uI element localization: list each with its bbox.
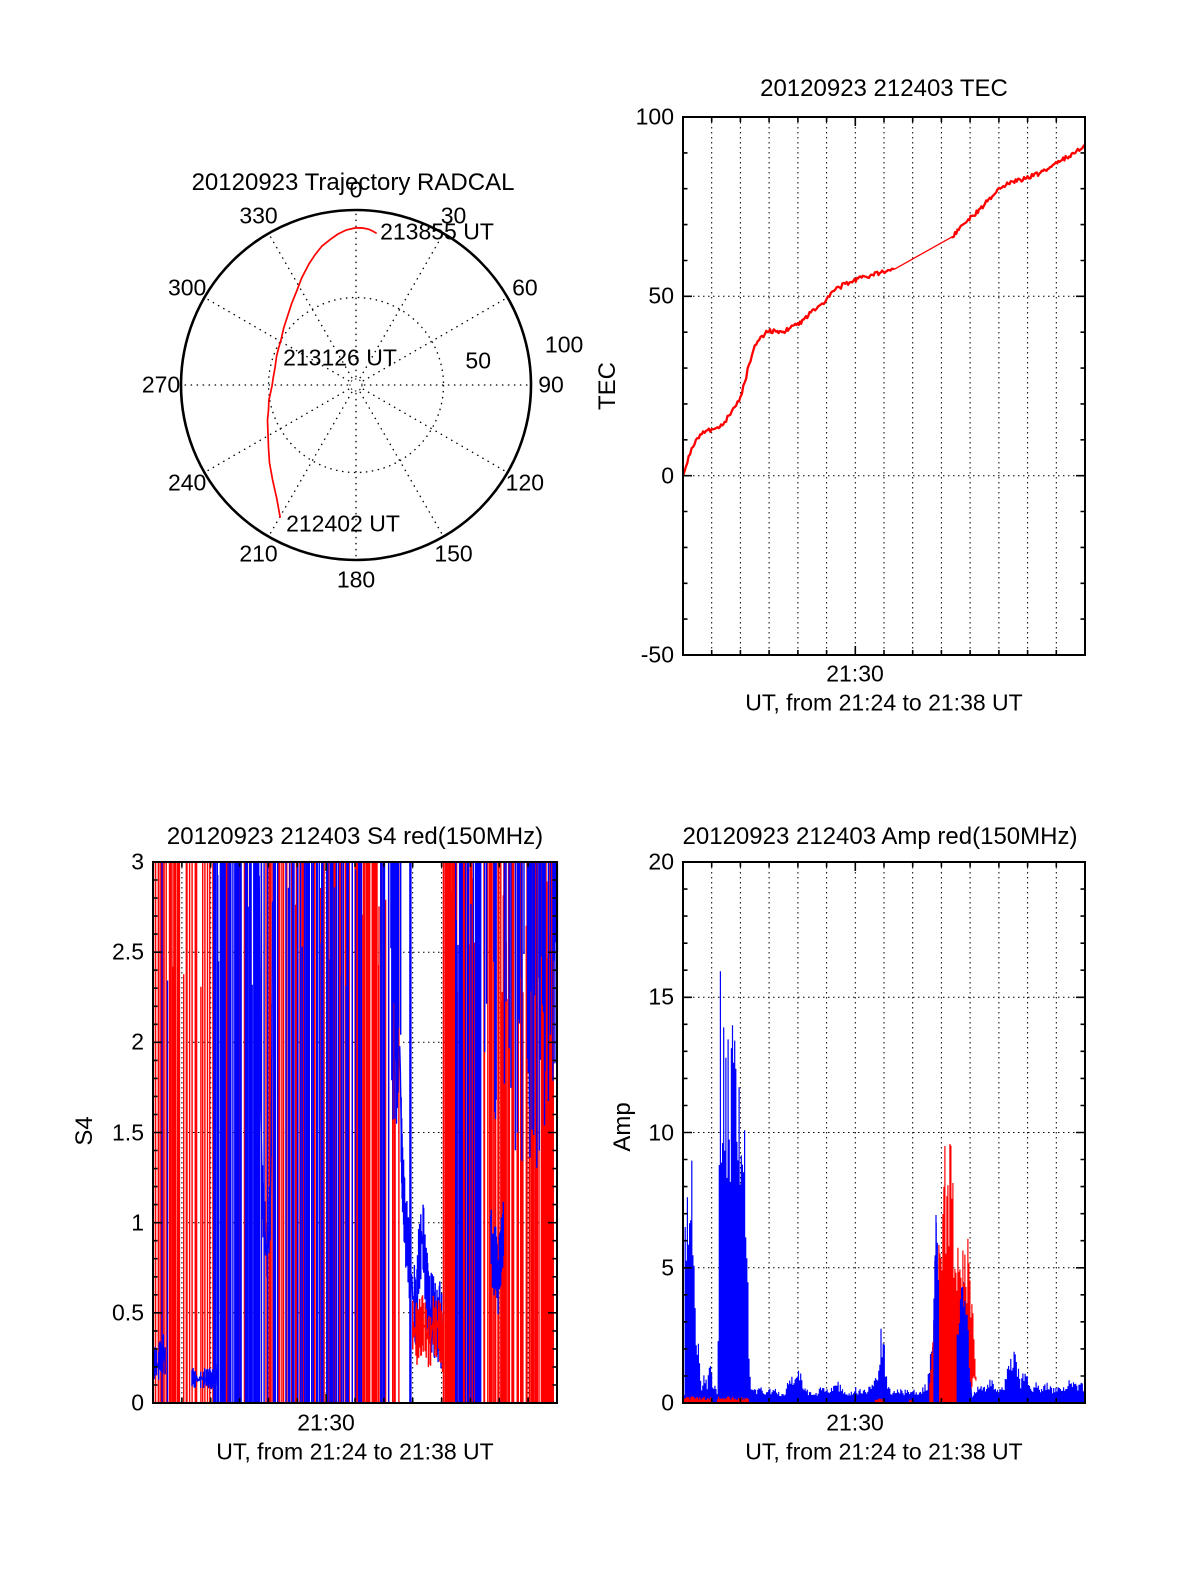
amp-xtick-label: 21:30 [826,1409,884,1436]
s4-ytick-label-3: 3 [131,848,144,875]
azimuth-label-300: 300 [167,274,207,300]
tec-ytick-label-100: 100 [635,103,674,130]
amp-ylabel: Amp [609,1102,636,1152]
s4-ytick-label-2p5: 2.5 [112,938,144,965]
amp-ytick-label-20: 20 [648,848,674,875]
azimuth-label-240: 240 [167,469,207,495]
azimuth-label-90: 90 [538,371,564,398]
azimuth-label-330: 330 [239,202,278,229]
amp-ytick-label-5: 5 [661,1254,674,1281]
trajectory-annotation-end: 213855 UT [380,218,494,245]
s4-xtick-label: 21:30 [297,1409,355,1436]
s4-ylabel: S4 [71,1116,98,1146]
s4-ytick-label-1: 1 [131,1209,144,1236]
azimuth-label-180: 180 [336,566,376,593]
tec-ytick-label-0: 0 [661,462,674,489]
tec-xlabel: UT, from 21:24 to 21:38 UT [745,689,1023,716]
azimuth-label-0: 0 [349,176,363,203]
tec-title: 20120923 212403 TEC [760,75,1008,102]
ring-label-50: 50 [465,347,491,374]
trajectory-title: 20120923 Trajectory RADCAL [191,169,515,196]
azimuth-label-30: 30 [440,202,467,229]
trajectory-annotation-start: 212402 UT [286,510,400,537]
tec-ylabel: TEC [594,362,621,410]
s4-ytick-label-2: 2 [131,1028,144,1055]
tec-ytick-label-50: 50 [648,282,674,309]
amp-ytick-label-10: 10 [648,1119,674,1145]
amp-ytick-label-0: 0 [661,1389,674,1416]
azimuth-label-150: 150 [434,540,473,567]
amp-ytick-label-15: 15 [648,983,674,1010]
amp-title: 20120923 212403 Amp red(150MHz) [682,823,1078,850]
tec-xtick-label: 21:30 [826,660,884,687]
ring-label-100: 100 [544,331,584,358]
trajectory-annotation-mid: 213126 UT [283,344,397,371]
s4-title: 20120923 212403 S4 red(150MHz) [166,823,544,850]
azimuth-label-120: 120 [505,469,545,495]
tec-ytick-label--50: -50 [640,641,674,668]
azimuth-label-60: 60 [512,274,538,300]
s4-xlabel: UT, from 21:24 to 21:38 UT [216,1438,494,1465]
s4-ytick-label-1p5: 1.5 [112,1119,144,1145]
azimuth-label-270: 270 [141,371,181,398]
azimuth-label-210: 210 [239,540,278,567]
amp-xlabel: UT, from 21:24 to 21:38 UT [745,1438,1023,1465]
s4-ytick-label-0: 0 [131,1389,144,1416]
s4-ytick-label-0p5: 0.5 [112,1299,144,1326]
